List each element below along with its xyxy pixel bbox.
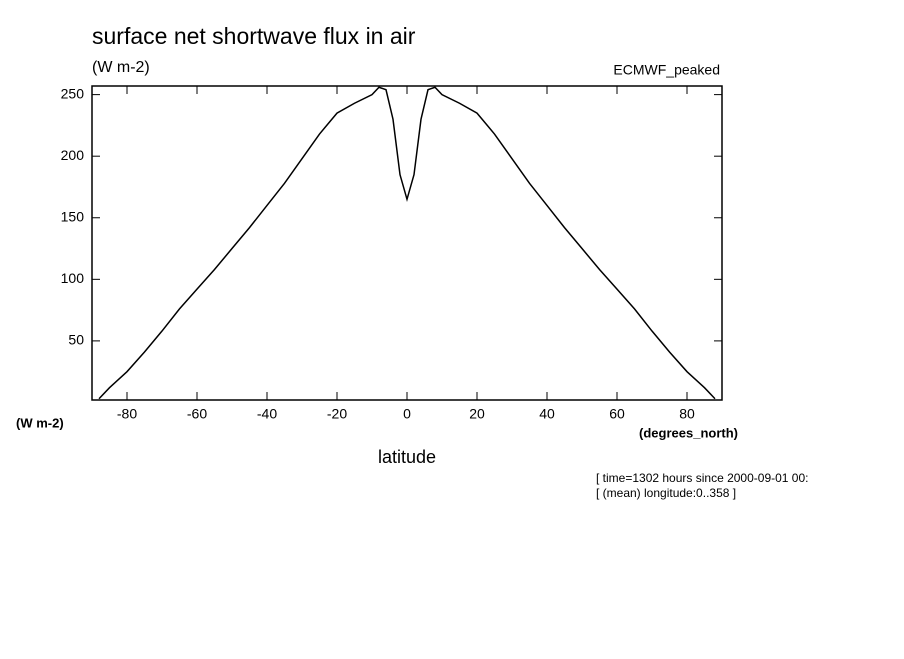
x-tick-label: 0 [403,406,411,422]
x-tick-label: 20 [469,406,485,422]
data-line [98,86,716,400]
dataset-label: ECMWF_peaked [613,62,720,78]
chart-title: surface net shortwave flux in air [92,23,416,49]
x-tick-label: -40 [257,406,277,422]
chart-subtitle: (W m-2) [92,59,150,76]
x-tick-label: 80 [679,406,695,422]
x-tick-label: -60 [187,406,207,422]
x-tick-label: 60 [609,406,625,422]
y-tick-label: 250 [61,85,85,101]
footnote: [ (mean) longitude:0..358 ] [596,486,736,500]
x-axis-title: latitude [378,447,436,467]
y-unit-label: (W m-2) [16,415,64,430]
y-tick-label: 150 [61,208,85,224]
x-tick-label: -20 [327,406,347,422]
y-tick-label: 100 [61,270,85,286]
plot-frame [91,85,723,401]
y-tick-label: 200 [61,147,85,163]
y-tick-label: 50 [68,332,84,348]
x-unit-label: (degrees_north) [639,425,738,440]
x-tick-label: -80 [117,406,137,422]
x-tick-label: 40 [539,406,555,422]
footnote: [ time=1302 hours since 2000-09-01 00: [596,471,808,485]
